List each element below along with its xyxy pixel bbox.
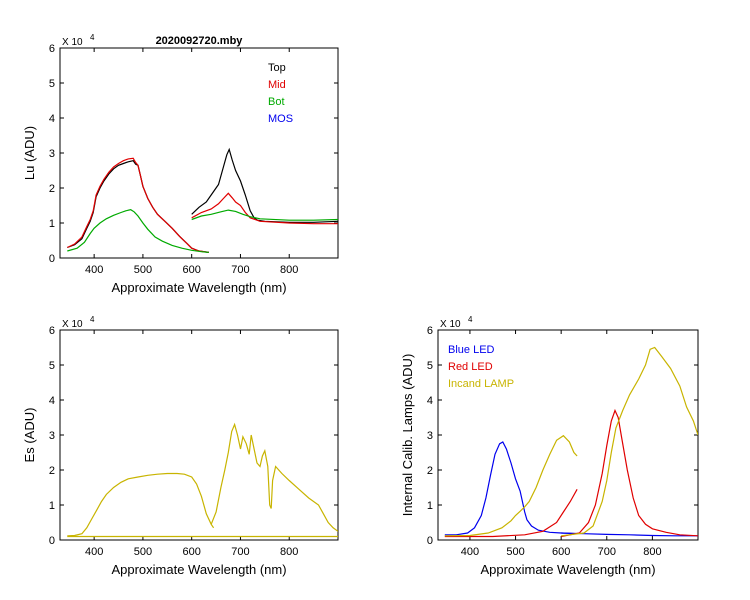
legend-entry: Mid <box>268 79 286 91</box>
y-tick-label: 5 <box>427 360 433 372</box>
y-tick-label: 1 <box>427 500 433 512</box>
y-axis-label: Es (ADU) <box>22 408 37 463</box>
x-tick-label: 500 <box>134 264 152 276</box>
series-line-red-led <box>444 489 578 538</box>
x-tick-label: 600 <box>183 546 201 558</box>
series-line-top <box>67 160 209 253</box>
chart-title: 2020092720.mby <box>156 35 244 47</box>
y-tick-label: 4 <box>49 113 55 125</box>
legend-entry: Bot <box>268 96 285 108</box>
series-line-bot <box>191 209 338 221</box>
y-tick-label: 6 <box>49 325 55 337</box>
x-tick-label: 400 <box>461 546 479 558</box>
series-line-mid <box>67 157 209 253</box>
x-tick-label: 400 <box>85 264 103 276</box>
x-axis-label: Approximate Wavelength (nm) <box>111 280 286 295</box>
y-exponent-label: X 10 <box>62 319 83 330</box>
y-tick-label: 4 <box>49 395 55 407</box>
plot-frame <box>59 329 339 541</box>
x-tick-label: 800 <box>280 546 298 558</box>
series-line-incand-lamp <box>561 346 698 537</box>
y-exponent-power: 4 <box>90 315 95 324</box>
x-axis-label: Approximate Wavelength (nm) <box>480 562 655 577</box>
y-tick-label: 6 <box>49 43 55 55</box>
x-axis-label: Approximate Wavelength (nm) <box>111 562 286 577</box>
y-tick-label: 0 <box>49 253 55 265</box>
legend-entry: Incand LAMP <box>448 378 514 390</box>
es-panel: 400 500 600 700 800 0 1 2 3 4 5 6 X 10 4 Approximate W… <box>22 315 339 577</box>
y-tick-label: 4 <box>427 395 433 407</box>
x-tick-label: 800 <box>280 264 298 276</box>
y-tick-label: 3 <box>49 430 55 442</box>
y-tick-label: 2 <box>49 465 55 477</box>
y-tick-label: 2 <box>49 183 55 195</box>
y-exponent-label: X 10 <box>440 319 461 330</box>
series-line-red-led <box>561 408 698 538</box>
y-tick-label: 0 <box>49 535 55 547</box>
series-line-blue-led <box>444 441 578 536</box>
series-line-bot <box>67 209 209 253</box>
y-tick-label: 1 <box>49 218 55 230</box>
x-tick-label: 700 <box>598 546 616 558</box>
legend-entry: Top <box>268 62 286 74</box>
series-line-incand-lamp <box>444 434 578 537</box>
y-axis-label: Lu (ADU) <box>22 126 37 180</box>
lamps-panel: 400 500 600 700 800 0 1 2 3 4 5 6 X 10 4 Approximate W… <box>400 315 699 577</box>
x-tick-label: 600 <box>183 264 201 276</box>
plot-frame <box>59 47 339 259</box>
x-tick-label: 500 <box>506 546 524 558</box>
x-tick-label: 700 <box>231 264 249 276</box>
series-line-mid <box>191 192 338 225</box>
y-exponent-power: 4 <box>468 315 473 324</box>
y-tick-label: 6 <box>427 325 433 337</box>
lu-panel: 400 500 600 700 800 0 1 2 3 4 5 6 X 10 4 2020092720.mb… <box>22 33 339 295</box>
x-tick-label: 400 <box>85 546 103 558</box>
y-tick-label: 3 <box>49 148 55 160</box>
y-exponent-power: 4 <box>90 33 95 42</box>
y-tick-label: 3 <box>427 430 433 442</box>
y-axis-label: Internal Calib. Lamps (ADU) <box>400 354 415 517</box>
x-tick-label: 600 <box>552 546 570 558</box>
legend-entry: MOS <box>268 113 293 125</box>
legend-entry: Blue LED <box>448 344 495 356</box>
series-line-top <box>191 147 338 223</box>
x-tick-label: 800 <box>643 546 661 558</box>
x-tick-label: 500 <box>134 546 152 558</box>
y-tick-label: 5 <box>49 360 55 372</box>
y-tick-label: 5 <box>49 78 55 90</box>
y-exponent-label: X 10 <box>62 37 83 48</box>
y-tick-label: 0 <box>427 535 433 547</box>
x-tick-label: 700 <box>231 546 249 558</box>
series-line-es <box>210 422 338 532</box>
y-tick-label: 2 <box>427 465 433 477</box>
series-line-es <box>67 472 215 537</box>
legend-entry: Red LED <box>448 361 493 373</box>
series-line-blue-led <box>561 532 698 537</box>
y-tick-label: 1 <box>49 500 55 512</box>
